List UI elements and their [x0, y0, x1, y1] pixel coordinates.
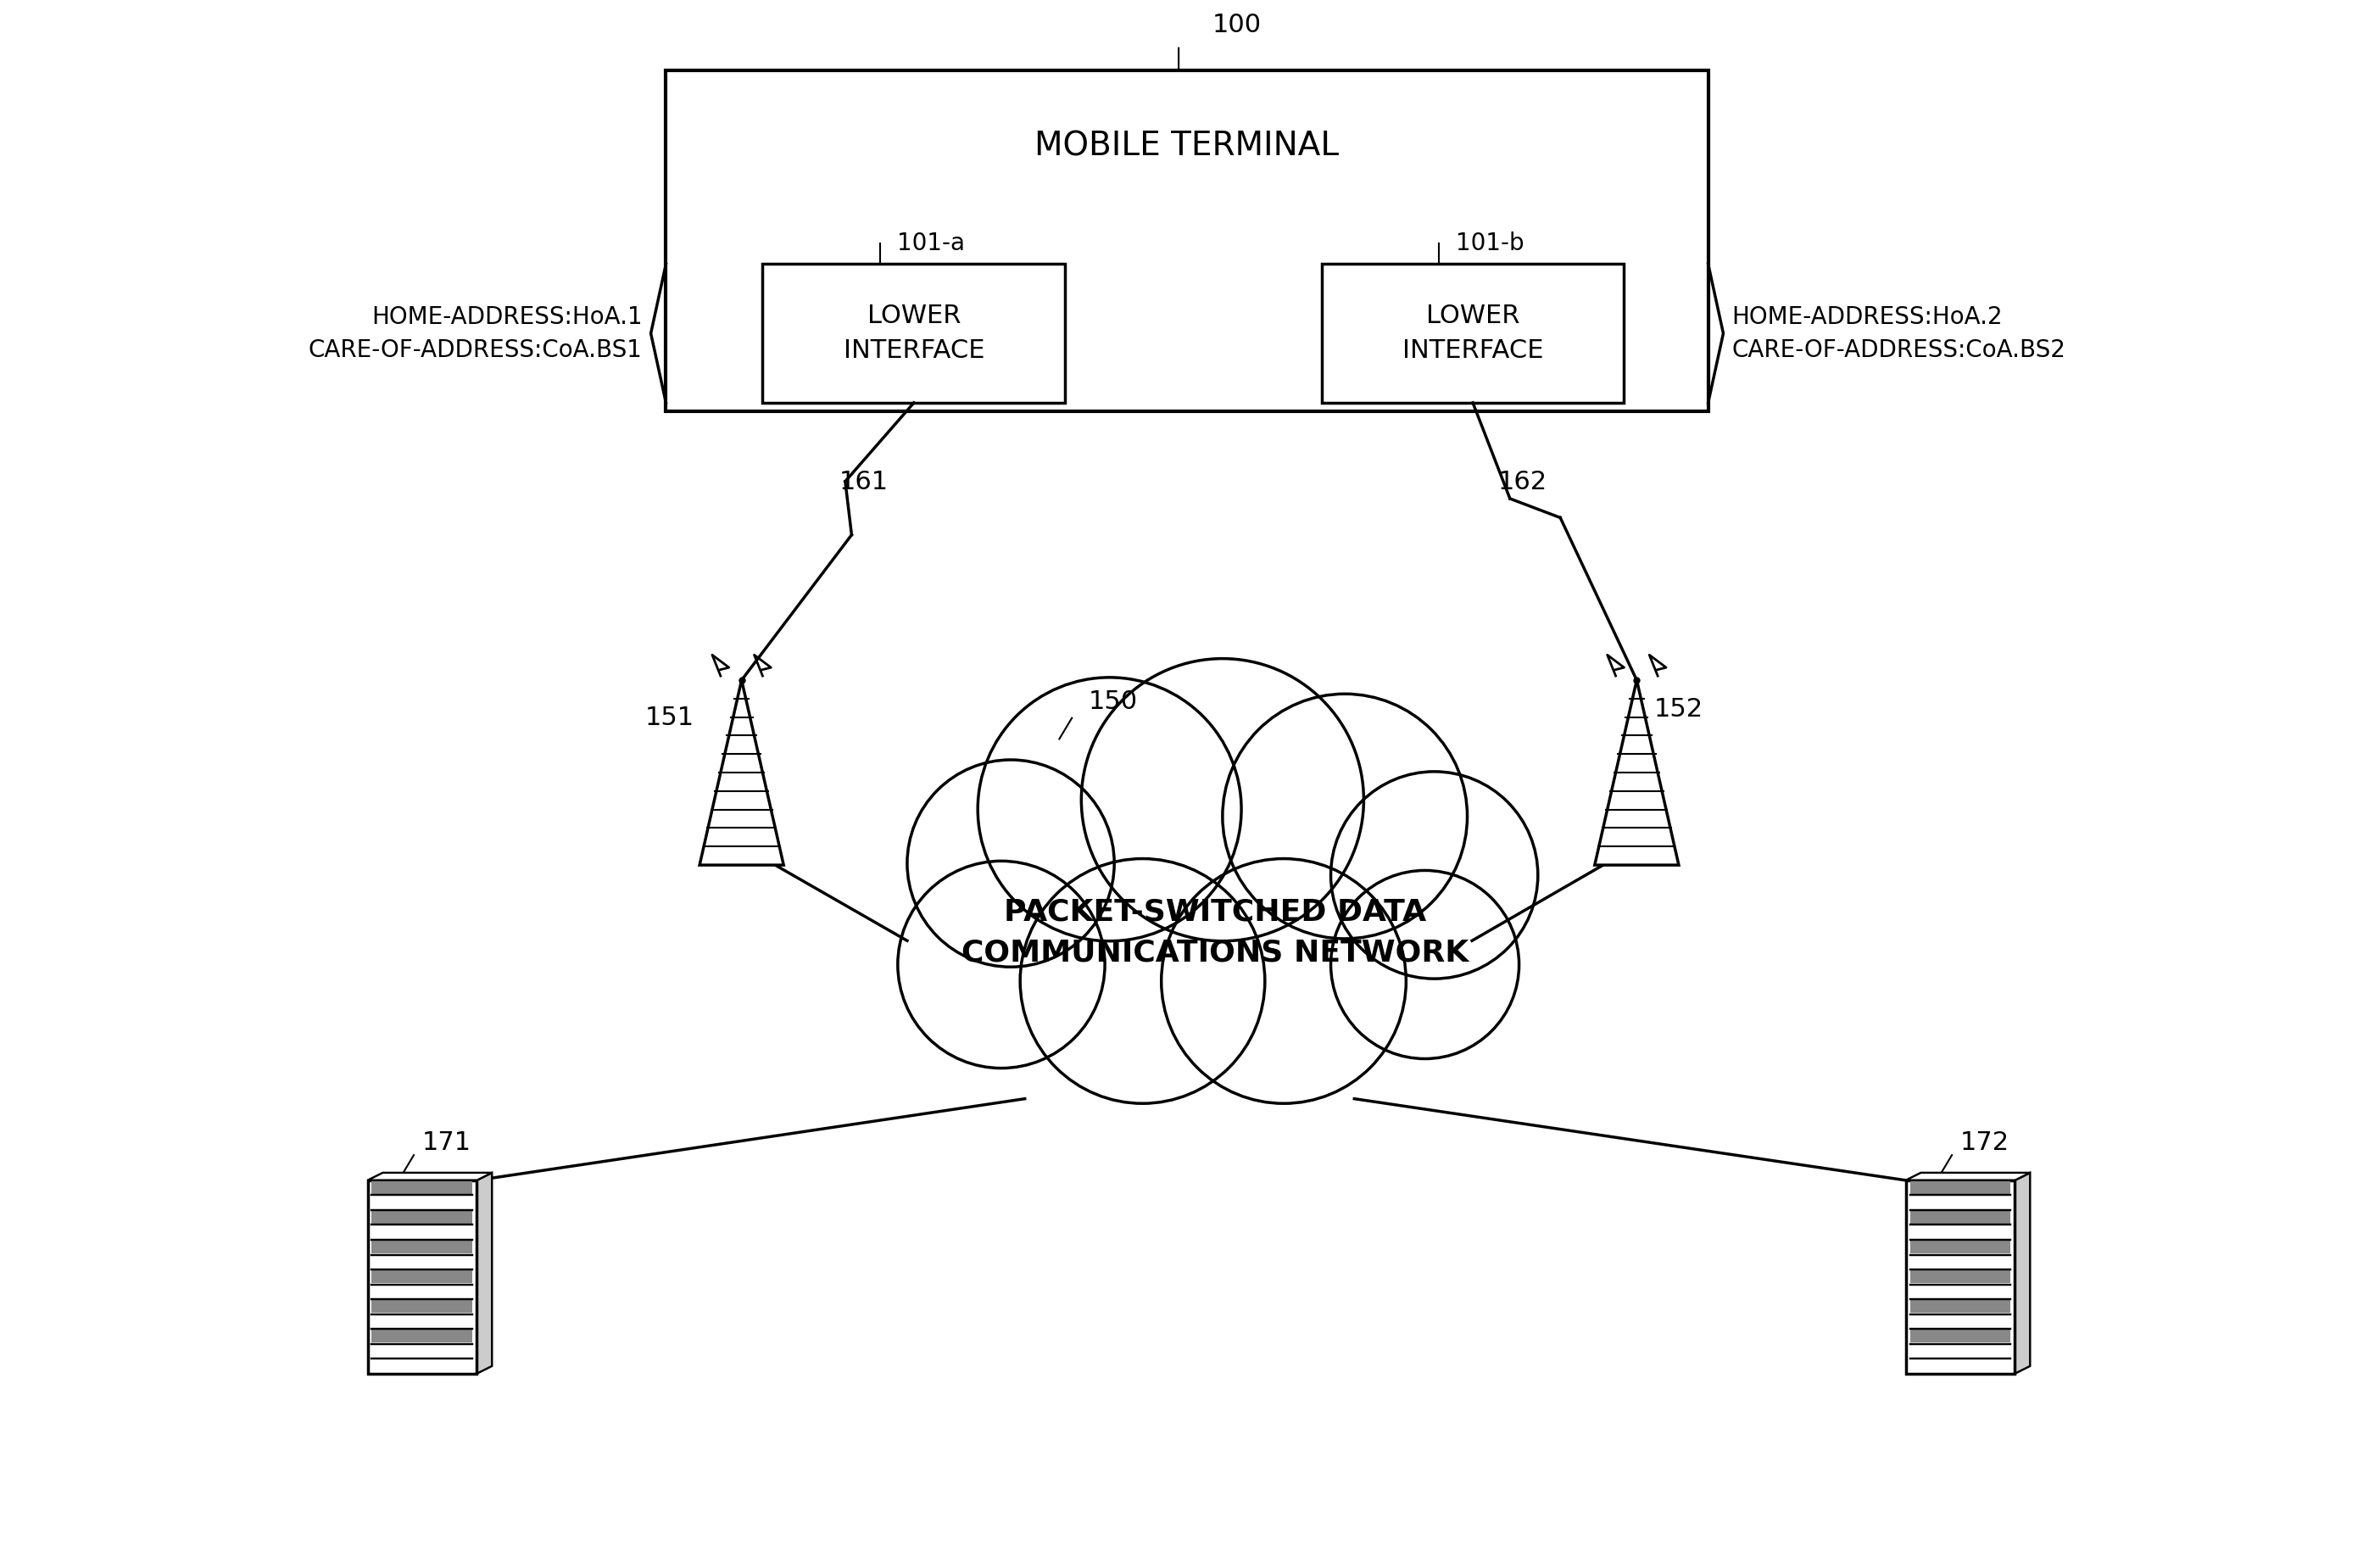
Text: LOWER
INTERFACE: LOWER INTERFACE [843, 304, 985, 363]
Bar [666, 71, 1709, 411]
Text: LOWER
INTERFACE: LOWER INTERFACE [1402, 304, 1542, 363]
Bar [762, 264, 1066, 403]
Bar [371, 1211, 474, 1224]
Text: 101-b: 101-b [1457, 231, 1523, 256]
Text: 151: 151 [645, 706, 695, 731]
Circle shape [1073, 651, 1371, 948]
Text: 171: 171 [421, 1131, 471, 1155]
Polygon shape [1906, 1173, 2030, 1180]
Bar [1909, 1300, 2011, 1312]
Polygon shape [700, 681, 783, 865]
Text: 100: 100 [1211, 12, 1261, 37]
Bar [1909, 1211, 2011, 1224]
Text: HOME-ADDRESS:HoA.2
CARE-OF-ADDRESS:CoA.BS2: HOME-ADDRESS:HoA.2 CARE-OF-ADDRESS:CoA.B… [1733, 306, 2066, 361]
Bar [371, 1270, 474, 1283]
Polygon shape [476, 1173, 493, 1374]
Text: 101-a: 101-a [897, 231, 964, 256]
Polygon shape [1595, 681, 1678, 865]
Text: PACKET-SWITCHED DATA
COMMUNICATIONS NETWORK: PACKET-SWITCHED DATA COMMUNICATIONS NETW… [962, 898, 1468, 966]
Text: 161: 161 [838, 470, 888, 495]
Circle shape [971, 672, 1247, 948]
Text: HOME-ADDRESS:HoA.1
CARE-OF-ADDRESS:CoA.BS1: HOME-ADDRESS:HoA.1 CARE-OF-ADDRESS:CoA.B… [309, 306, 643, 361]
Bar [371, 1241, 474, 1253]
Bar [1909, 1241, 2011, 1253]
Bar [371, 1180, 474, 1194]
Polygon shape [367, 1173, 493, 1180]
Circle shape [902, 755, 1119, 972]
Bar [1321, 264, 1623, 403]
Circle shape [1014, 853, 1271, 1109]
Text: 150: 150 [1088, 689, 1138, 713]
Polygon shape [2016, 1173, 2030, 1374]
Circle shape [1216, 687, 1473, 945]
Text: MOBILE TERMINAL: MOBILE TERMINAL [1035, 130, 1340, 163]
Circle shape [892, 856, 1109, 1073]
Bar [1909, 1270, 2011, 1283]
Text: 152: 152 [1654, 696, 1702, 721]
Circle shape [1326, 865, 1523, 1064]
Bar [371, 1300, 474, 1312]
Text: 172: 172 [1961, 1131, 2009, 1155]
Bar [1906, 1180, 2016, 1374]
Bar [367, 1180, 476, 1374]
Text: 162: 162 [1497, 470, 1547, 495]
Bar [1909, 1329, 2011, 1343]
Bar [931, 887, 1449, 982]
Circle shape [1326, 766, 1542, 983]
Bar [1909, 1180, 2011, 1194]
Bar [371, 1329, 474, 1343]
Circle shape [1154, 853, 1411, 1109]
